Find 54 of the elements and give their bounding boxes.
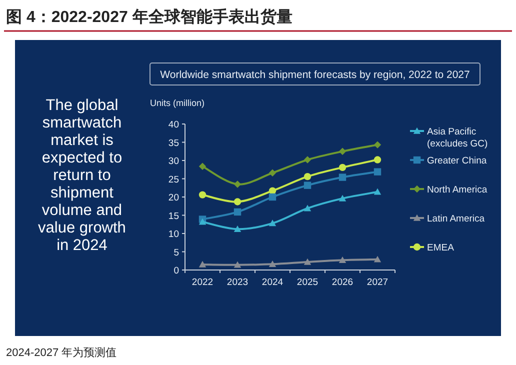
point xyxy=(374,256,382,262)
point xyxy=(374,141,382,148)
point xyxy=(268,193,276,201)
text: The global smartwatch market is expected to return to shipment volume and value growth in 2024 xyxy=(38,97,126,254)
point xyxy=(234,226,242,232)
point xyxy=(304,182,312,189)
point xyxy=(338,194,346,202)
legend-label: Latin America xyxy=(427,214,486,224)
point xyxy=(338,256,346,264)
point xyxy=(374,168,382,176)
point xyxy=(304,172,312,180)
point xyxy=(198,162,206,170)
point xyxy=(338,164,346,172)
legend-label: Asia Pacific (excludes GC) xyxy=(427,126,488,150)
point xyxy=(268,187,276,194)
x-tick-label: 2025 xyxy=(296,277,318,288)
point xyxy=(198,218,206,225)
y-axis-title: Units (million) xyxy=(150,98,205,108)
point xyxy=(234,261,242,268)
legend-label: Greater China xyxy=(427,156,488,166)
point xyxy=(374,156,382,164)
point xyxy=(304,204,312,212)
chart-title: 图 4：2022-2027 年全球智能手表出货量 xyxy=(6,8,292,26)
point xyxy=(304,156,312,164)
point xyxy=(234,180,242,188)
point xyxy=(198,260,206,268)
point xyxy=(268,169,276,177)
x-tick-label: 2024 xyxy=(262,277,284,288)
chart-subtitle: Worldwide smartwatch shipment forecasts by region, 2022 to 2027 xyxy=(160,69,470,81)
point xyxy=(268,220,276,226)
point xyxy=(234,198,242,206)
y-tick-label: 35 xyxy=(168,138,179,149)
y-tick-label: 15 xyxy=(168,210,179,222)
point xyxy=(268,260,276,268)
y-tick-label: 0 xyxy=(174,266,179,276)
y-tick-label: 30 xyxy=(168,156,179,167)
point xyxy=(234,208,242,216)
x-tick-label: 2023 xyxy=(226,277,248,288)
y-tick-label: 25 xyxy=(168,174,179,186)
legend-label: EMEA xyxy=(427,242,455,254)
x-tick-label: 2027 xyxy=(366,277,388,288)
point xyxy=(198,191,206,198)
text: 2024-2027 年为预测值 xyxy=(6,346,117,359)
point xyxy=(338,174,346,181)
y-tick-label: 40 xyxy=(168,120,179,130)
x-tick-label: 2022 xyxy=(192,277,214,288)
x-tick-label: 2026 xyxy=(332,277,354,288)
point xyxy=(338,148,346,155)
point xyxy=(304,258,312,265)
point xyxy=(374,188,382,195)
y-tick-label: 20 xyxy=(168,192,179,204)
y-tick-label: 10 xyxy=(168,229,179,240)
legend-label: North America xyxy=(427,184,488,196)
y-tick-label: 5 xyxy=(174,247,179,258)
